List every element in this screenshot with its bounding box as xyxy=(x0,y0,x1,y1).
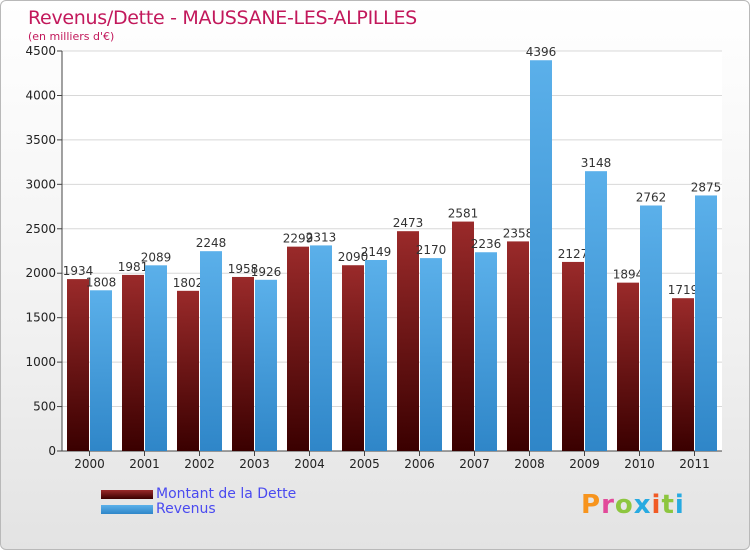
legend-swatch-revenus xyxy=(101,505,153,514)
legend-label-dette: Montant de la Dette xyxy=(156,486,297,502)
value-label-dette: 2358 xyxy=(503,226,534,240)
bar-revenus xyxy=(310,245,332,451)
bar-revenus xyxy=(640,205,662,451)
value-label-dette: 2581 xyxy=(448,207,479,221)
value-label-dette: 1802 xyxy=(173,276,204,290)
x-tick-label: 2009 xyxy=(569,457,600,471)
x-tick-label: 2008 xyxy=(514,457,545,471)
bar-dette xyxy=(122,274,144,451)
y-tick-label: 1500 xyxy=(25,311,56,325)
bar-revenus xyxy=(90,290,112,451)
bar-revenus xyxy=(255,279,277,451)
x-tick-label: 2007 xyxy=(459,457,490,471)
x-tick-label: 2004 xyxy=(294,457,325,471)
x-tick-label: 2000 xyxy=(74,457,105,471)
x-tick-label: 2003 xyxy=(239,457,270,471)
legend-label-revenus: Revenus xyxy=(156,501,216,517)
y-tick-label: 4000 xyxy=(25,88,56,102)
value-label-revenus: 2875 xyxy=(691,180,722,194)
legend-swatch-dette xyxy=(101,490,153,499)
bar-dette xyxy=(397,231,419,451)
bar-revenus xyxy=(530,60,552,451)
value-label-revenus: 2248 xyxy=(196,236,227,250)
value-label-dette: 2127 xyxy=(558,247,589,261)
value-label-revenus: 4396 xyxy=(526,45,557,59)
y-tick-label: 4500 xyxy=(25,44,56,58)
value-label-revenus: 2149 xyxy=(361,245,392,259)
chart-title: Revenus/Dette - MAUSSANE-LES-ALPILLES xyxy=(28,7,417,29)
bar-dette xyxy=(232,276,254,451)
x-tick-label: 2005 xyxy=(349,457,380,471)
proxiti-logo: Proxiti xyxy=(581,490,685,520)
bar-revenus xyxy=(475,252,497,451)
value-label-dette: 1894 xyxy=(613,268,644,282)
y-tick-label: 3000 xyxy=(25,177,56,191)
plot-area xyxy=(62,51,722,451)
y-tick-label: 500 xyxy=(33,400,56,414)
logo-letter: i xyxy=(651,490,662,520)
value-label-revenus: 2236 xyxy=(471,237,502,251)
value-label-dette: 1719 xyxy=(668,283,699,297)
value-label-dette: 1981 xyxy=(118,260,149,274)
bar-revenus xyxy=(365,259,387,451)
bar-dette xyxy=(617,282,639,451)
value-label-dette: 1934 xyxy=(63,264,94,278)
logo-letter: P xyxy=(581,490,602,520)
x-tick-label: 2002 xyxy=(184,457,215,471)
bar-revenus xyxy=(420,258,442,451)
y-tick-label: 3500 xyxy=(25,133,56,147)
bar-dette xyxy=(672,298,694,451)
bar-revenus xyxy=(200,251,222,451)
x-tick-label: 2006 xyxy=(404,457,435,471)
bar-dette xyxy=(177,290,199,451)
value-label-revenus: 3148 xyxy=(581,156,612,170)
logo-letter: o xyxy=(614,490,634,520)
logo-letter: t xyxy=(661,490,675,520)
bar-dette xyxy=(342,265,364,451)
logo-letter: r xyxy=(601,490,615,520)
bar-revenus xyxy=(695,195,717,451)
logo-letter: i xyxy=(674,490,685,520)
value-label-revenus: 2762 xyxy=(636,190,667,204)
y-tick-label: 0 xyxy=(48,444,56,458)
value-label-revenus: 1808 xyxy=(86,275,117,289)
y-tick-label: 1000 xyxy=(25,355,56,369)
value-label-dette: 2299 xyxy=(283,232,314,246)
bar-dette xyxy=(67,279,89,451)
bar-revenus xyxy=(145,265,167,451)
bar-dette xyxy=(507,241,529,451)
logo-letter: x xyxy=(633,490,652,520)
y-tick-label: 2500 xyxy=(25,222,56,236)
bar-dette xyxy=(562,261,584,451)
x-tick-label: 2011 xyxy=(679,457,710,471)
value-label-dette: 1958 xyxy=(228,262,259,276)
x-tick-label: 2001 xyxy=(129,457,160,471)
chart-subtitle: (en milliers d'€) xyxy=(28,30,115,43)
bar-revenus xyxy=(585,171,607,451)
value-label-revenus: 1926 xyxy=(251,265,282,279)
bar-dette xyxy=(287,246,309,451)
value-label-revenus: 2089 xyxy=(141,250,172,264)
y-tick-label: 2000 xyxy=(25,266,56,280)
x-tick-label: 2010 xyxy=(624,457,655,471)
value-label-revenus: 2170 xyxy=(416,243,447,257)
bar-dette xyxy=(452,221,474,451)
value-label-revenus: 2313 xyxy=(306,230,337,244)
value-label-dette: 2090 xyxy=(338,250,369,264)
value-label-dette: 2473 xyxy=(393,216,424,230)
